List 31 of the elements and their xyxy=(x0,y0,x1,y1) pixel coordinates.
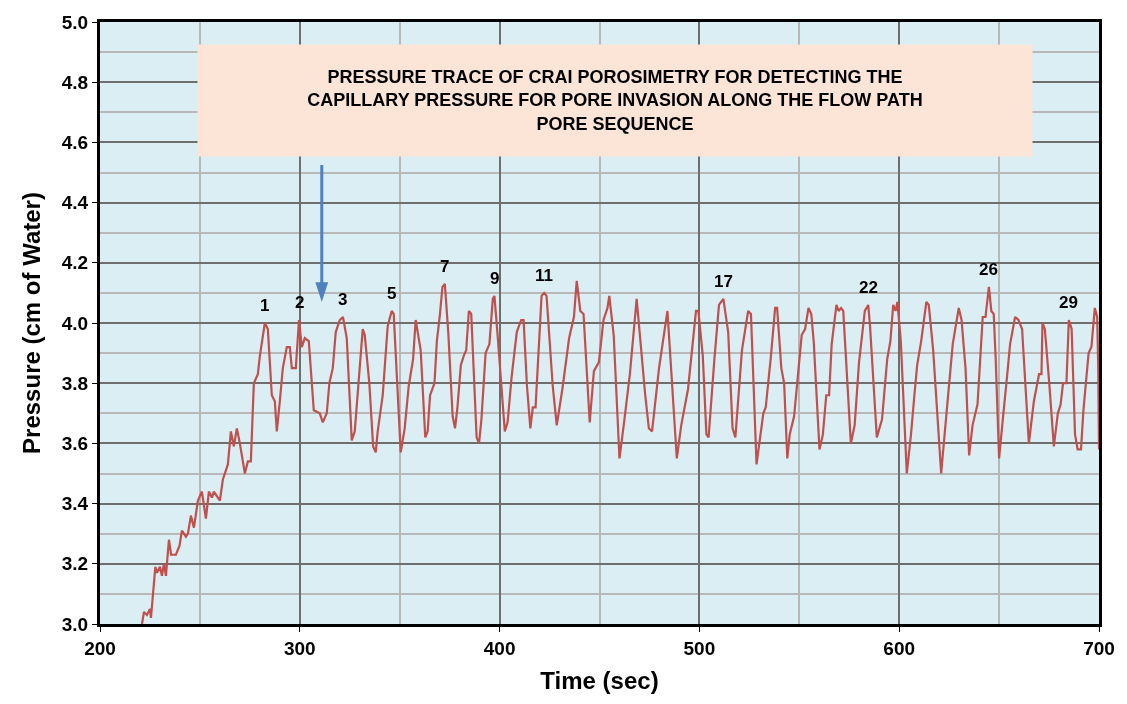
y-tick-label: 3.6 xyxy=(61,433,89,455)
y-tick-label: 4.4 xyxy=(61,192,89,214)
annotation: 29 xyxy=(1059,293,1078,312)
x-axis-title: Time (sec) xyxy=(540,667,659,695)
x-tick-label: 600 xyxy=(883,637,916,659)
annotation: 3 xyxy=(338,290,348,309)
x-tick-label: 300 xyxy=(283,637,316,659)
x-tick-label: 700 xyxy=(1083,637,1115,659)
annotation: 1 xyxy=(260,296,270,315)
annotation: 2 xyxy=(295,293,305,312)
annotation: 17 xyxy=(714,272,733,291)
annotation: 26 xyxy=(979,260,998,279)
y-tick-label: 4.2 xyxy=(61,252,89,274)
y-tick-label: 4.6 xyxy=(61,132,89,154)
y-axis-title: Pressure (cm of Water) xyxy=(17,192,45,454)
annotation: 9 xyxy=(490,269,500,288)
annotation: 7 xyxy=(440,257,450,276)
annotation: 11 xyxy=(535,266,553,285)
text: PRESSURE TRACE OF CRAI POROSIMETRY FOR DETECTING THE CAPILLARY PRESSURE FOR PORE INVASION ALONG THE FLOW PATH PORE SEQUENCE xyxy=(307,67,923,134)
y-tick-label: 4.0 xyxy=(61,312,89,334)
x-tick-label: 400 xyxy=(483,637,516,659)
y-tick-label: 5.0 xyxy=(61,11,89,33)
y-tick-label: 3.4 xyxy=(61,493,89,515)
y-tick-label: 3.2 xyxy=(61,553,89,575)
x-tick-label: 500 xyxy=(683,637,716,659)
y-tick-label: 4.8 xyxy=(61,71,89,93)
y-tick-label: 3.0 xyxy=(61,613,89,635)
x-tick-label: 200 xyxy=(84,637,116,659)
annotation: 5 xyxy=(387,284,397,303)
annotation: 22 xyxy=(859,278,878,297)
y-tick-label: 3.8 xyxy=(61,372,89,394)
